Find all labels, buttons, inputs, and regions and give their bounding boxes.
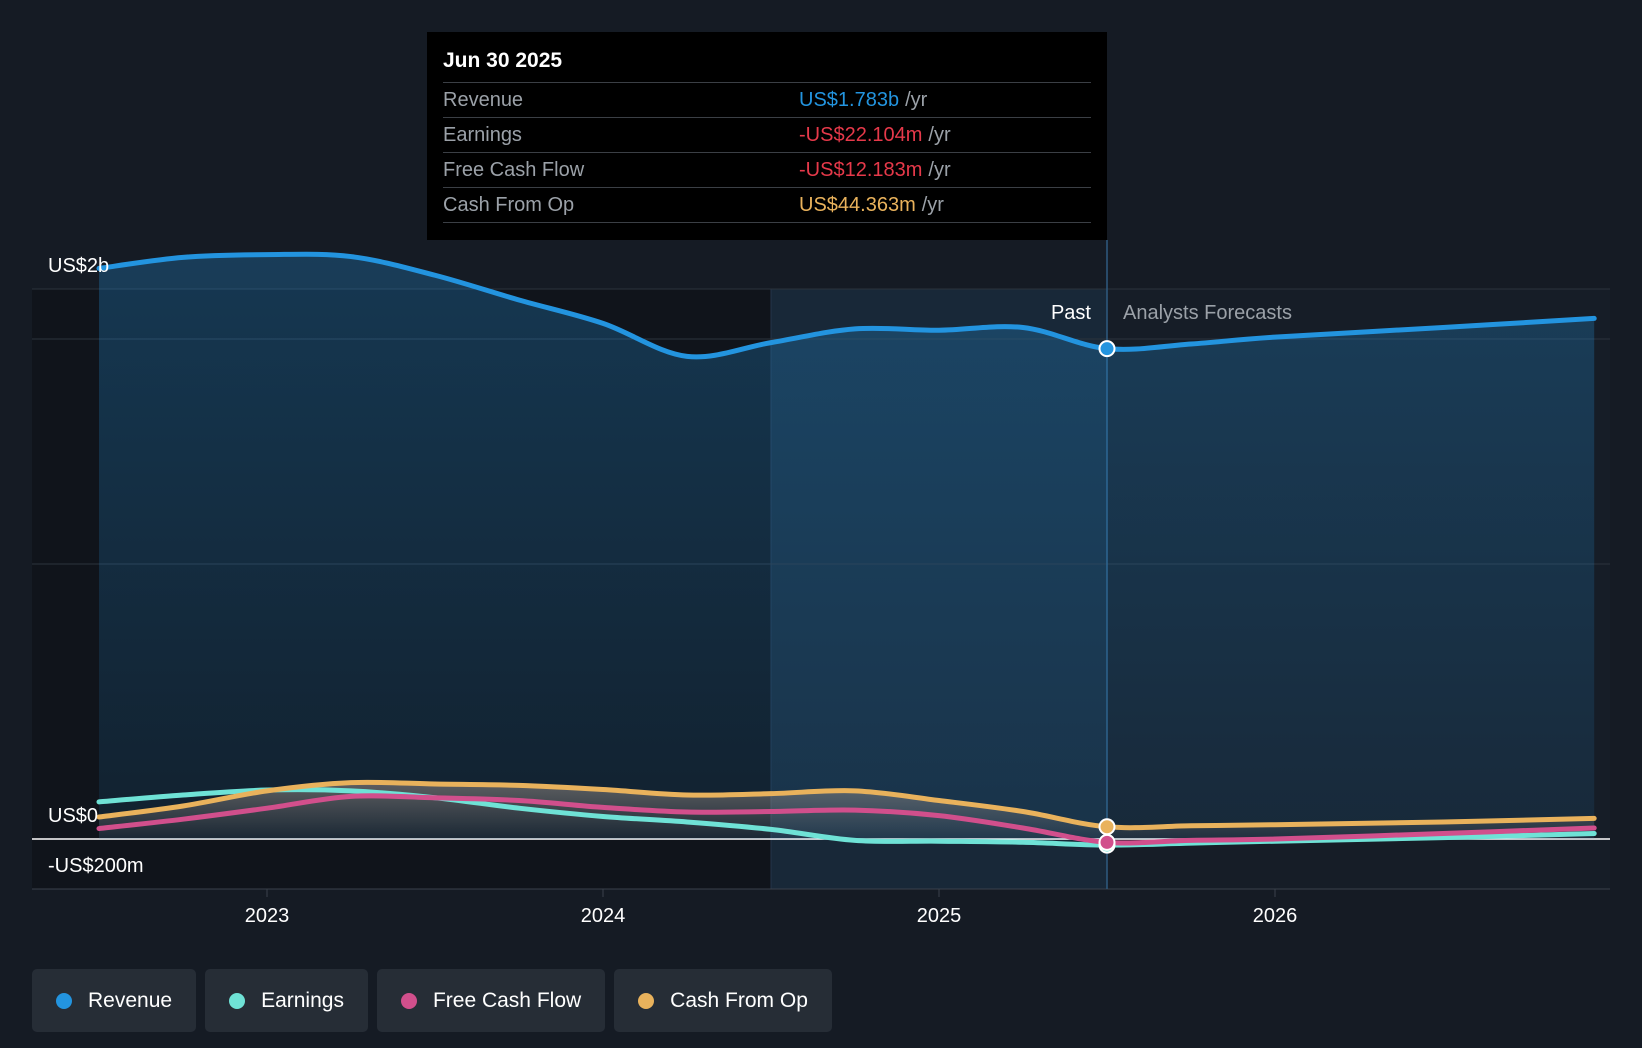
tooltip-row: Revenue US$1.783b/yr <box>443 82 1091 117</box>
tooltip-row-label: Revenue <box>443 89 524 111</box>
x-tick-label: 2026 <box>1253 905 1298 927</box>
legend-item-earnings[interactable]: Earnings <box>205 969 368 1032</box>
revenue-area <box>99 254 1595 840</box>
x-tick-label: 2025 <box>917 905 962 927</box>
y-tick-label: -US$200m <box>48 855 144 877</box>
tooltip: Jun 30 2025 Revenue US$1.783b/yr Earnings -… <box>427 32 1107 240</box>
text-layer: US$2b US$0 -US$200m 2023 2024 2025 2026 Past Ana… <box>48 255 1297 927</box>
marker-layer <box>1098 340 1116 854</box>
tooltip-row-label: Cash From Op <box>443 194 575 216</box>
tooltip-row-value: US$1.783b <box>799 89 900 111</box>
legend-item-cash-from-op[interactable]: Cash From Op <box>614 969 832 1032</box>
legend-dot-icon <box>229 992 246 1009</box>
line-layer <box>96 251 1597 848</box>
tooltip-row-value: US$44.363m <box>799 194 916 216</box>
legend-dot-icon <box>638 992 655 1009</box>
past-label: Past <box>1051 302 1091 324</box>
cash_from_op-line <box>96 779 1597 831</box>
analysts-forecasts-label: Analysts Forecasts <box>1123 302 1292 324</box>
tooltip-row-label: Earnings <box>443 124 522 146</box>
free_cash_flow-line <box>96 793 1597 846</box>
tooltip-date: Jun 30 2025 <box>443 49 563 72</box>
legend-label: Free Cash Flow <box>432 988 582 1012</box>
legend-label: Cash From Op <box>670 988 808 1012</box>
legend-dot-icon <box>400 992 417 1009</box>
tooltip-rows: Revenue US$1.783b/yr Earnings -US$22.104m/y… <box>443 82 1091 223</box>
tooltip-row-label: Free Cash Flow <box>443 159 585 181</box>
legend-label: Earnings <box>261 988 344 1012</box>
tooltip-row: Earnings -US$22.104m/yr <box>443 117 1091 152</box>
revenue-line <box>96 251 1597 360</box>
cash_from_op-marker <box>1098 818 1116 836</box>
tooltip-row: Free Cash Flow -US$12.183m/yr <box>443 152 1091 187</box>
legend-item-revenue[interactable]: Revenue <box>32 969 197 1032</box>
y-tick-label: US$0 <box>48 805 98 827</box>
free_cash_flow-marker <box>1098 833 1116 851</box>
legend-item-free-cash-flow[interactable]: Free Cash Flow <box>376 969 606 1032</box>
x-tick-label: 2024 <box>581 905 626 927</box>
area-layer <box>99 254 1595 840</box>
x-tick-label: 2023 <box>245 905 290 927</box>
tooltip-row-value: -US$22.104m <box>799 124 923 146</box>
tooltip-row-unit: /yr <box>928 124 951 146</box>
tooltip-row-unit: /yr <box>928 159 951 181</box>
legend-dot-icon <box>56 992 72 1009</box>
tooltip-row-unit: /yr <box>921 194 944 216</box>
tooltip-row: Cash From Op US$44.363m/yr <box>443 187 1091 223</box>
tooltip-row-value: -US$12.183m <box>799 159 923 181</box>
legend-label: Revenue <box>88 988 173 1012</box>
legend: Revenue Earnings Free Cash Flow Cash From O… <box>32 969 832 1032</box>
y-tick-label: US$2b <box>48 255 109 277</box>
tooltip-row-unit: /yr <box>905 89 928 111</box>
revenue-marker <box>1098 340 1116 358</box>
